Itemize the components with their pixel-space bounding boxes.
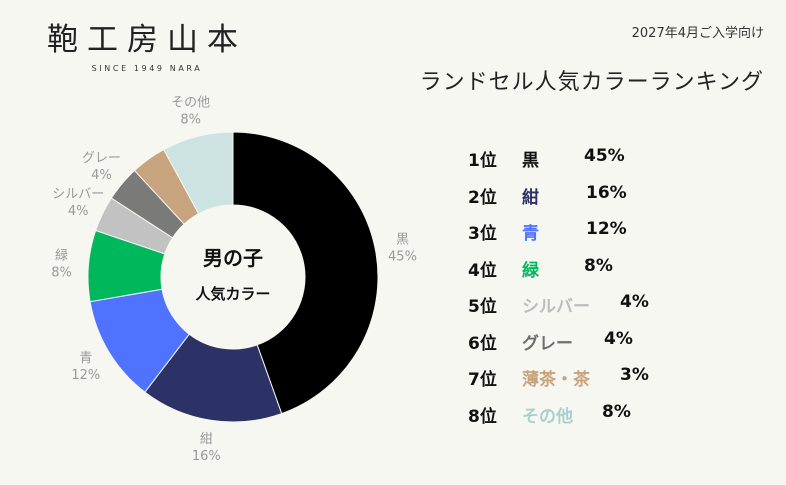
slice-value-label: 4%: [91, 168, 112, 183]
rank-position: 3位: [468, 224, 497, 244]
rank-color-name: 薄茶・茶: [522, 370, 590, 390]
slice-label: 緑 8%: [51, 249, 72, 281]
rank-percentage: 8%: [584, 255, 613, 276]
pie-slice: [232, 131, 379, 415]
slice-label: グレー 4%: [82, 151, 121, 183]
rank-percentage: 16%: [586, 182, 627, 203]
slice-name: グレー: [82, 151, 121, 166]
slice-name: 緑: [55, 249, 68, 264]
rank-position: 2位: [468, 187, 497, 208]
brand-logo: 鞄工房山本 SINCE 1949 NARA: [36, 22, 258, 73]
slice-value-label: 4%: [68, 204, 89, 219]
rank-color-name: シルバー: [522, 297, 590, 317]
rank-percentage: 12%: [586, 219, 627, 239]
rank-color-name: 青: [522, 224, 539, 244]
slice-name: シルバー: [52, 187, 104, 202]
slice-label: 黒 45%: [388, 233, 417, 265]
slice-label: シルバー 4%: [52, 187, 104, 219]
slice-label: 紺 16%: [192, 432, 221, 464]
target-year-note: 2027年4月ご入学向け: [631, 26, 764, 41]
rank-color-name: 黒: [522, 151, 539, 171]
rank-color-name: その他: [522, 406, 573, 427]
rank-percentage: 8%: [602, 401, 631, 422]
slice-name: その他: [171, 95, 210, 110]
slice-value-label: 8%: [180, 112, 201, 127]
rank-position: 6位: [468, 333, 497, 354]
center-label-sub: 人気カラー: [195, 285, 270, 303]
rank-percentage: 3%: [620, 365, 649, 385]
page-title: ランドセル人気カラーランキング: [419, 70, 764, 95]
brand-logo-text: 鞄工房山本: [47, 22, 247, 58]
rank-position: 7位: [468, 370, 497, 390]
rank-percentage: 45%: [584, 146, 625, 166]
rank-position: 8位: [468, 406, 497, 427]
slice-name: 黒: [396, 233, 409, 248]
rank-color-name: グレー: [522, 333, 573, 354]
rank-position: 4位: [468, 260, 497, 281]
slice-label: その他 8%: [171, 95, 210, 127]
slice-value-label: 45%: [388, 250, 417, 265]
rank-position: 1位: [468, 151, 497, 171]
slice-name: 青: [79, 351, 92, 366]
brand-logo-tagline: SINCE 1949 NARA: [91, 64, 203, 73]
rank-color-name: 緑: [522, 260, 539, 281]
slice-label: 青 12%: [71, 351, 100, 383]
slice-value-label: 16%: [192, 449, 221, 464]
center-label-main: 男の子: [203, 246, 263, 270]
rank-percentage: 4%: [620, 292, 649, 312]
rank-position: 5位: [468, 297, 497, 317]
slice-value-label: 8%: [51, 266, 72, 281]
slice-name: 紺: [200, 432, 213, 447]
rank-color-name: 紺: [522, 187, 539, 208]
rank-percentage: 4%: [604, 328, 633, 349]
slice-value-label: 12%: [71, 368, 100, 383]
pie-slice: [163, 131, 234, 215]
